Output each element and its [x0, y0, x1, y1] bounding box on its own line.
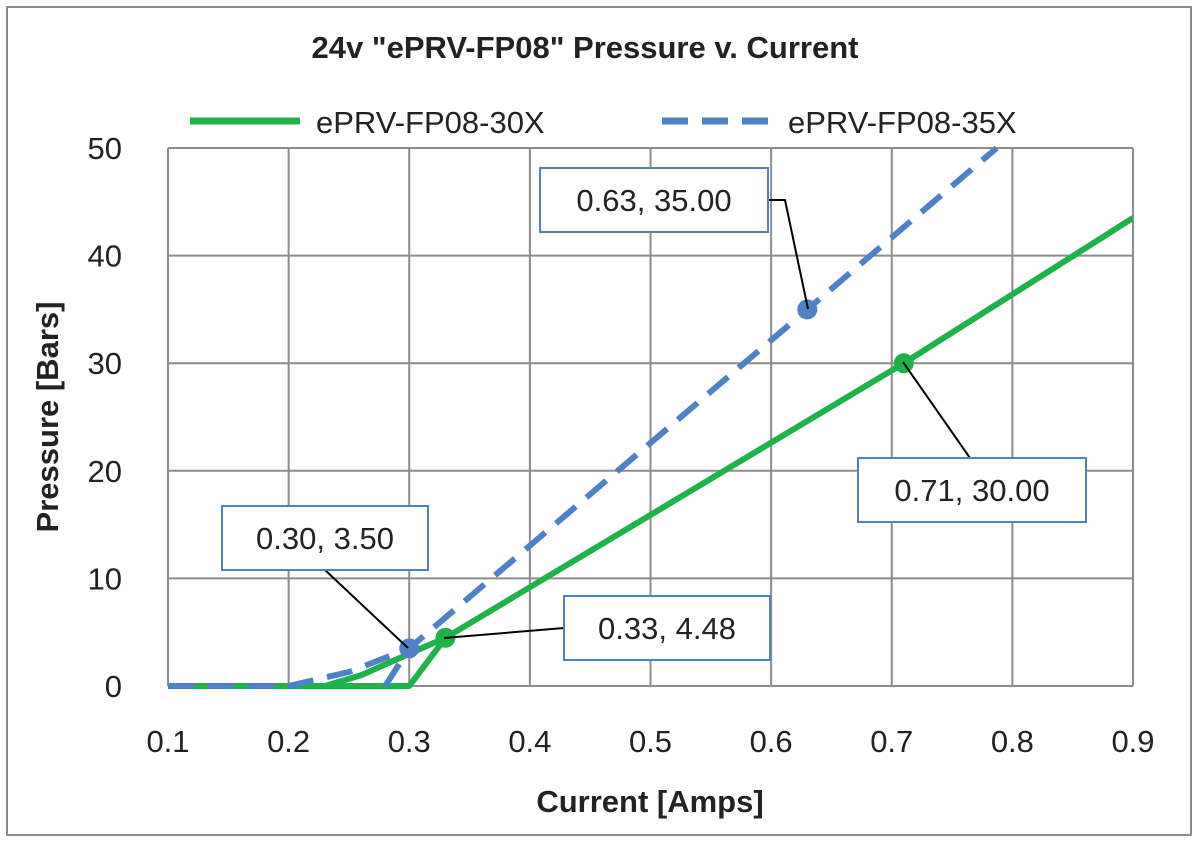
annotation-box	[857, 457, 1087, 523]
x-tick-label: 0.2	[267, 724, 310, 759]
legend-label-30x: ePRV-FP08-30X	[316, 105, 545, 140]
series-line-1	[382, 646, 412, 688]
x-tick-label: 0.9	[1111, 724, 1154, 759]
x-tick-label: 0.8	[991, 724, 1034, 759]
data-point-marker	[797, 299, 818, 320]
annotation-leader	[443, 627, 565, 639]
x-tick-label: 0.4	[508, 724, 551, 759]
x-tick-label: 0.6	[750, 724, 793, 759]
annotation-box	[563, 595, 771, 661]
x-tick-label: 0.7	[870, 724, 913, 759]
chart-title: 24v "ePRV-FP08" Pressure v. Current	[312, 30, 859, 65]
x-tick-label: 0.1	[146, 724, 189, 759]
annotation-leader	[902, 361, 971, 459]
y-tick-label: 30	[88, 346, 122, 381]
annotation-box	[539, 167, 769, 233]
annotation-leader	[768, 199, 809, 310]
y-tick-label: 20	[88, 454, 122, 489]
series-line-1	[168, 145, 999, 689]
x-axis-label: Current [Amps]	[536, 784, 763, 819]
y-tick-label: 50	[88, 131, 122, 166]
annotation-leader	[324, 569, 409, 649]
annotation-label: 0.63, 35.00	[576, 183, 731, 218]
legend: ePRV-FP08-30X ePRV-FP08-35X	[190, 105, 1017, 140]
y-tick-label: 10	[88, 561, 122, 596]
legend-label-35x: ePRV-FP08-35X	[788, 105, 1017, 140]
y-tick-label: 40	[88, 239, 122, 274]
series-line-0	[168, 215, 1133, 689]
x-tick-label: 0.5	[629, 724, 672, 759]
annotation-box	[221, 505, 429, 571]
chart-frame	[6, 6, 1192, 836]
annotation-label: 0.33, 4.48	[598, 611, 736, 646]
annotation-label: 0.30, 3.50	[256, 521, 394, 556]
series-line-0	[323, 635, 447, 689]
annotation-label: 0.71, 30.00	[894, 473, 1049, 508]
x-tick-label: 0.3	[388, 724, 431, 759]
y-tick-label: 0	[105, 669, 122, 704]
y-axis-label: Pressure [Bars]	[30, 302, 65, 533]
